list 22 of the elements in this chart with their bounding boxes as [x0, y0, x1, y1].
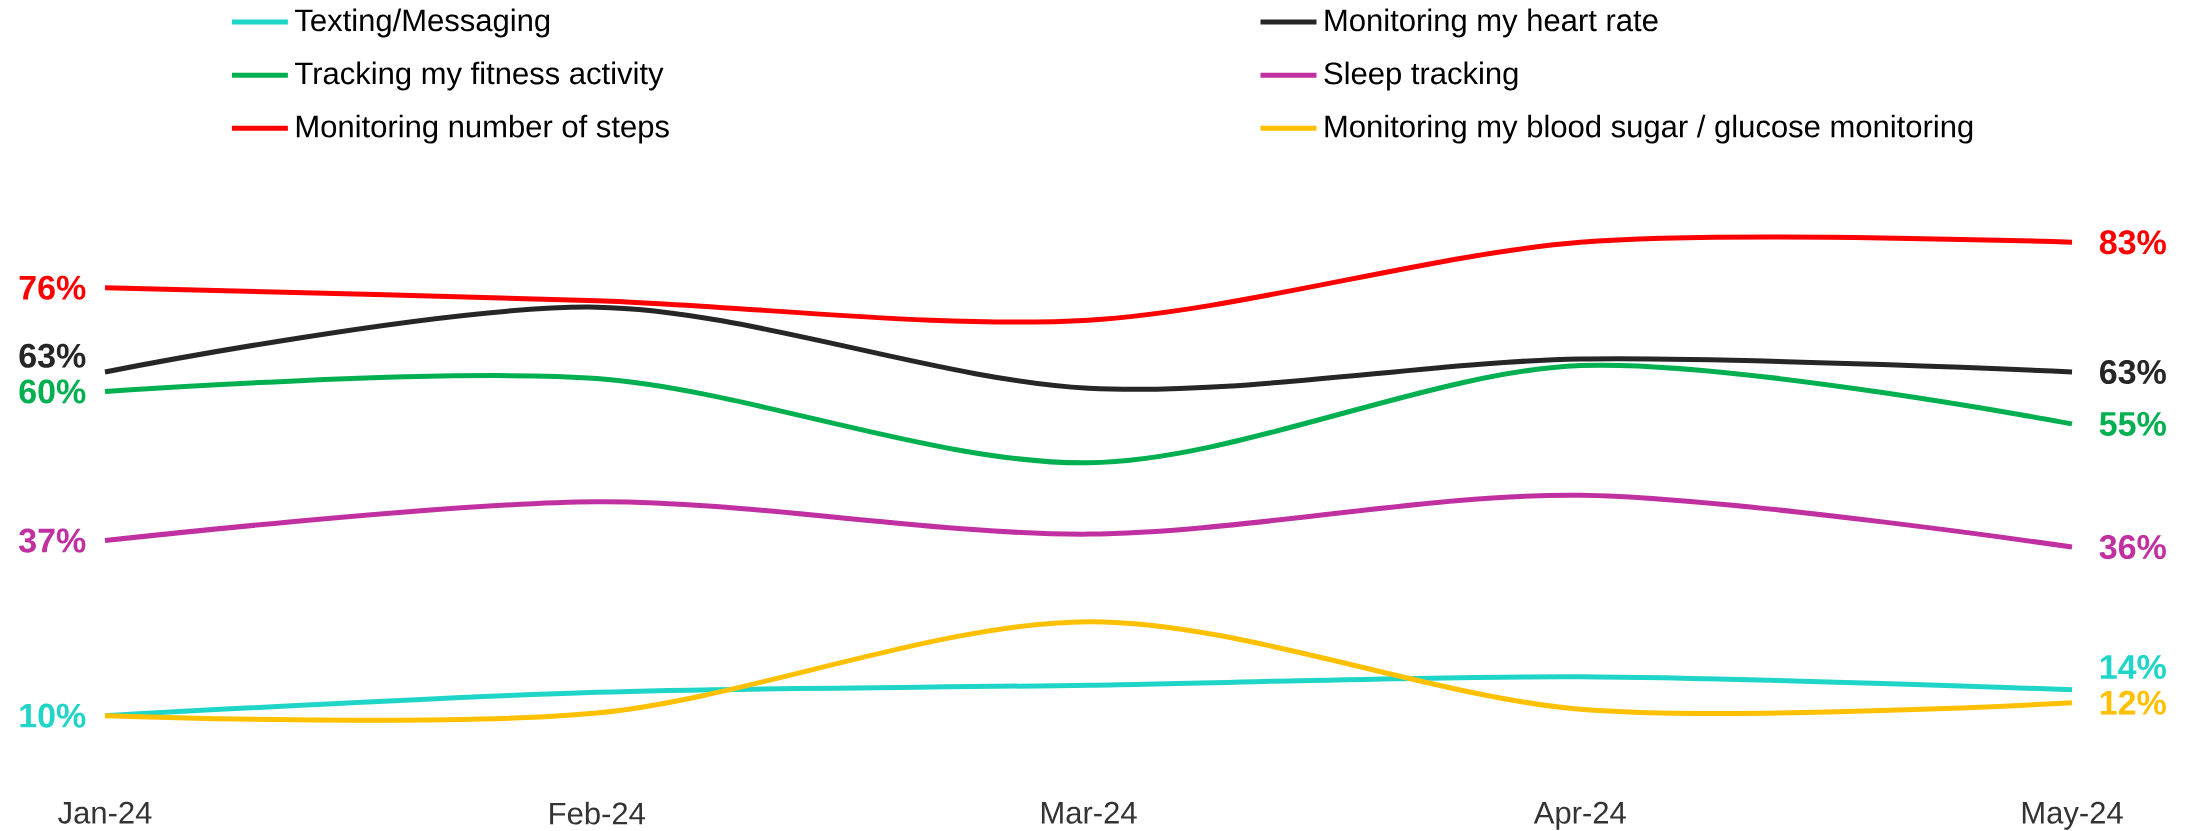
data-label: 36%	[2099, 535, 2166, 560]
legend-label: Monitoring my heart rate	[1325, 8, 1658, 38]
data-label: 55%	[2099, 411, 2166, 436]
x-tick-label: Feb-24	[550, 801, 645, 825]
x-tick-label: Apr-24	[1533, 801, 1626, 830]
data-label: 12%	[2100, 690, 2166, 715]
legend-label: Sleep tracking	[1324, 61, 1518, 91]
legend-label: Monitoring number of steps	[296, 114, 669, 144]
data-label: 76%	[19, 275, 86, 300]
legend-label: Tracking my fitness activity	[295, 61, 664, 91]
legend-label: Texting/Messaging	[295, 8, 550, 38]
x-tick-label: May-24	[2022, 801, 2123, 830]
data-label: 83%	[2099, 230, 2166, 255]
data-label: 37%	[19, 528, 86, 553]
data-label: 60%	[19, 379, 86, 404]
legend-label: Monitoring my blood sugar / glucose monitoring	[1325, 114, 1973, 144]
data-label: 10%	[20, 703, 86, 728]
data-label: 14%	[2100, 655, 2166, 680]
data-label: 63%	[2100, 359, 2166, 385]
x-tick-label: Jan-24	[58, 801, 152, 824]
data-label: 63%	[19, 343, 86, 368]
x-tick-label: Mar-24	[1041, 801, 1137, 824]
